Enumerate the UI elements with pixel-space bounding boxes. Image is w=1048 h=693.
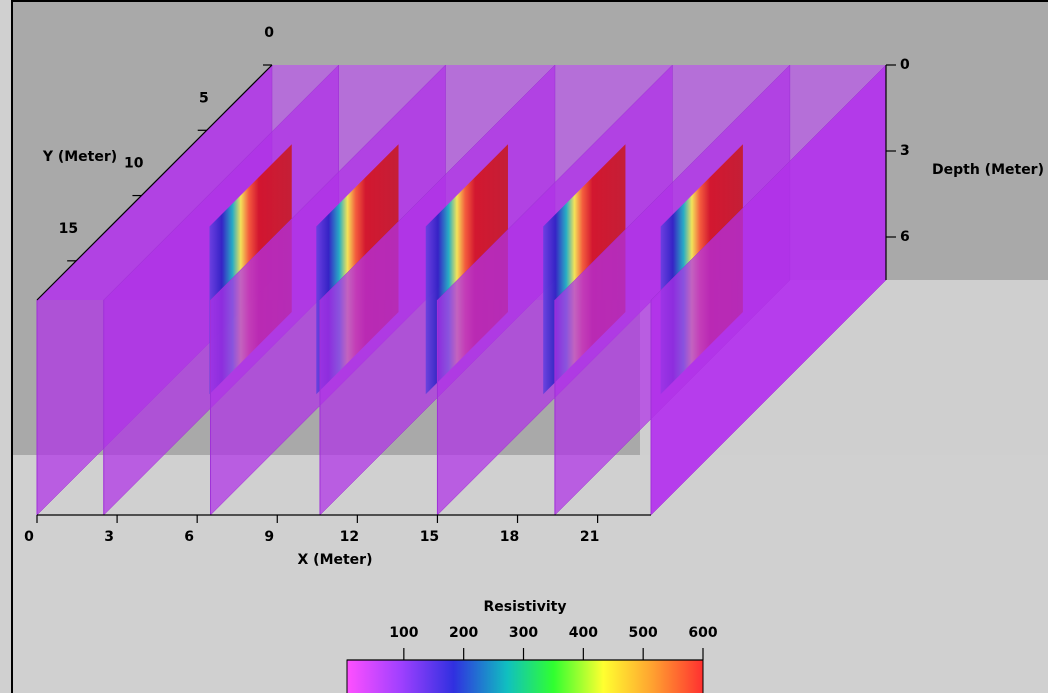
colorbar-tick-label: 600 — [688, 625, 717, 641]
x-tick-label: 0 — [24, 529, 34, 545]
colorbar-tick-label: 500 — [629, 625, 658, 641]
x-axis-label: X (Meter) — [298, 552, 373, 568]
page: {"chart_data": { "type": "fence", "x_lab… — [0, 0, 1048, 693]
x-tick-label: 3 — [104, 529, 114, 545]
colorbar — [347, 660, 703, 693]
y-tick-label: 10 — [124, 156, 144, 172]
colorbar-tick-label: 100 — [389, 625, 418, 641]
colorbar-tick-label: 300 — [509, 625, 538, 641]
colorbar-tick-label: 200 — [449, 625, 478, 641]
colorbar-tick-label: 400 — [569, 625, 598, 641]
colorbar-title: Resistivity — [484, 599, 567, 615]
y-axis-label: Y (Meter) — [42, 149, 117, 165]
y-tick-label: 0 — [264, 25, 274, 41]
chart: X (Meter) Y (Meter) Depth (Meter) Resist… — [0, 0, 1048, 693]
x-tick-label: 18 — [500, 529, 519, 545]
x-tick-label: 15 — [420, 529, 439, 545]
z-tick-label: 3 — [900, 143, 910, 159]
x-tick-label: 6 — [184, 529, 194, 545]
x-tick-label: 21 — [580, 529, 599, 545]
y-tick-label: 15 — [59, 221, 78, 237]
z-tick-label: 0 — [900, 57, 910, 73]
z-axis-label: Depth (Meter) — [932, 162, 1044, 178]
x-tick-label: 12 — [340, 529, 359, 545]
z-tick-label: 6 — [900, 229, 910, 245]
x-tick-label: 9 — [264, 529, 274, 545]
y-tick-label: 5 — [199, 90, 209, 106]
